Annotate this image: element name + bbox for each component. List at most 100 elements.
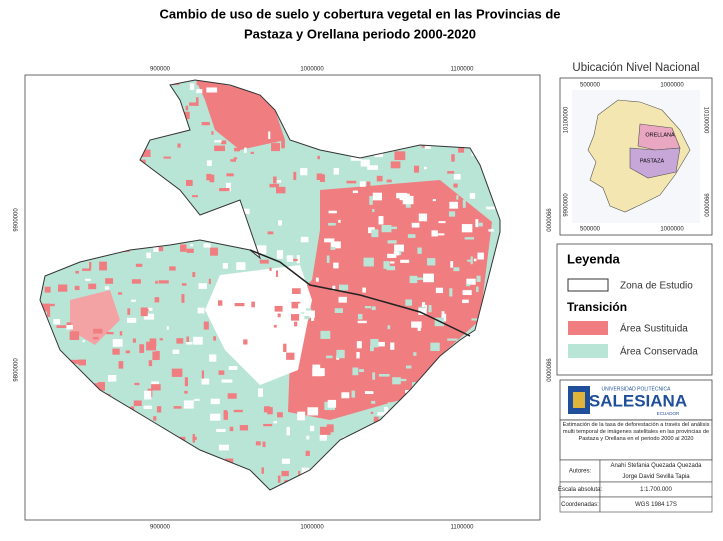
cover-patch — [106, 332, 114, 335]
cover-patch — [301, 467, 310, 475]
cover-patch — [252, 109, 264, 116]
cover-patch — [192, 195, 198, 198]
cover-patch — [66, 322, 72, 326]
cover-patch — [364, 306, 371, 309]
cover-patch — [449, 288, 453, 297]
cover-patch — [273, 324, 277, 328]
cover-patch — [154, 297, 160, 303]
cover-patch — [334, 308, 343, 313]
cover-patch — [148, 360, 153, 367]
legend-swatch — [568, 321, 608, 335]
cover-patch — [166, 326, 169, 330]
cover-patch — [117, 292, 123, 295]
cover-patch — [471, 318, 479, 321]
cover-patch — [338, 219, 341, 223]
cover-patch — [228, 366, 238, 370]
x-coord-label: 1100000 — [451, 67, 475, 73]
cover-patch — [134, 382, 140, 386]
legend-subtitle: Transición — [567, 300, 627, 314]
cover-patch — [301, 220, 308, 224]
cover-patch — [177, 143, 181, 148]
cover-patch — [201, 378, 210, 385]
cover-patch — [203, 321, 209, 330]
cover-patch — [359, 181, 366, 187]
cover-patch — [219, 188, 230, 192]
cover-patch — [257, 388, 264, 397]
cover-patch — [372, 192, 383, 201]
cover-patch — [203, 243, 211, 248]
cover-patch — [370, 338, 379, 348]
cover-patch — [386, 266, 396, 271]
cover-patch — [244, 147, 247, 153]
cover-patch — [259, 259, 269, 264]
title: Pastaza y Orellana periodo 2000-2020 — [244, 26, 476, 41]
cover-patch — [405, 299, 413, 306]
cover-patch — [291, 301, 301, 309]
cover-patch — [447, 338, 458, 341]
cover-patch — [151, 381, 159, 387]
cover-patch — [356, 341, 362, 349]
y-coord-label: 9900000 — [544, 208, 550, 232]
cover-patch — [140, 307, 148, 317]
cover-patch — [304, 310, 315, 318]
cover-patch — [97, 382, 105, 391]
cover-patch — [405, 202, 411, 208]
cover-patch — [238, 111, 247, 117]
y-coord-label: 9800000 — [14, 358, 20, 382]
cover-patch — [58, 284, 68, 292]
cover-patch — [68, 359, 80, 364]
cover-patch — [201, 122, 210, 126]
cover-patch — [85, 278, 91, 281]
cover-patch — [462, 199, 466, 208]
inset-y-label: 10100000 — [564, 106, 570, 133]
cover-patch — [362, 287, 366, 293]
cover-patch — [356, 352, 360, 359]
cover-patch — [133, 400, 142, 406]
x-coord-label: 1100000 — [451, 525, 475, 531]
table-value: Anahi Stefania Quezada Quezada — [610, 463, 702, 469]
cover-patch — [221, 379, 233, 383]
cover-patch — [186, 336, 190, 343]
cover-patch — [407, 234, 416, 238]
cover-patch — [173, 406, 182, 409]
cover-patch — [271, 137, 277, 143]
cover-patch — [289, 258, 298, 262]
cover-patch — [268, 131, 271, 140]
cover-patch — [383, 261, 390, 269]
cover-patch — [201, 370, 205, 379]
cover-patch — [193, 336, 203, 345]
cover-patch — [214, 145, 226, 152]
logo-shield — [573, 392, 585, 408]
cover-patch — [316, 173, 323, 181]
cover-patch — [416, 277, 423, 280]
cover-patch — [417, 247, 422, 254]
substituted-area — [70, 290, 120, 345]
cover-patch — [260, 329, 271, 333]
cover-patch — [239, 425, 249, 431]
cover-patch — [152, 351, 158, 361]
cover-patch — [450, 261, 454, 268]
cover-patch — [458, 147, 465, 153]
cover-patch — [467, 259, 473, 262]
cover-patch — [183, 400, 194, 409]
logo-text: ECUADOR — [657, 411, 680, 416]
cover-patch — [127, 308, 131, 315]
cover-patch — [488, 229, 494, 232]
cover-patch — [366, 181, 371, 189]
cover-patch — [182, 111, 190, 120]
cover-patch — [306, 435, 310, 440]
cover-patch — [330, 246, 336, 250]
cover-patch — [226, 173, 234, 177]
cover-patch — [286, 352, 295, 360]
inset-x-label: 1000000 — [660, 83, 684, 89]
cover-patch — [88, 283, 97, 290]
cover-patch — [206, 87, 218, 93]
cover-patch — [250, 151, 254, 154]
cover-patch — [466, 278, 476, 285]
cover-patch — [213, 336, 216, 341]
cover-patch — [208, 278, 211, 284]
cover-patch — [194, 398, 200, 401]
cover-patch — [338, 296, 347, 303]
cover-patch — [332, 285, 336, 291]
